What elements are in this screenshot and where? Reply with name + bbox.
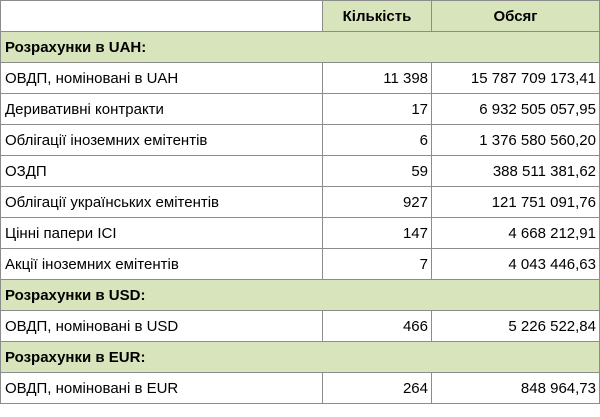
- volume-cell: 848 964,73: [431, 372, 600, 404]
- instrument-name-cell: ОВДП, номіновані в EUR: [0, 372, 323, 404]
- volume-cell: 15 787 709 173,41: [431, 62, 600, 94]
- volume-cell: 4 668 212,91: [431, 217, 600, 249]
- table-row: ОЗДП 59 388 511 381,62: [0, 155, 600, 187]
- count-cell: 11 398: [322, 62, 432, 94]
- instrument-name-cell: Деривативні контракти: [0, 93, 323, 125]
- settlements-table: Кількість Обсяг Розрахунки в UAH: ОВДП, н…: [0, 0, 600, 404]
- count-cell: 147: [322, 217, 432, 249]
- instrument-name-cell: ОВДП, номіновані в UAH: [0, 62, 323, 94]
- volume-cell: 1 376 580 560,20: [431, 124, 600, 156]
- instrument-name-cell: ОЗДП: [0, 155, 323, 187]
- section-header-row: Розрахунки в UAH:: [0, 31, 600, 63]
- table-row: Акції іноземних емітентів 7 4 043 446,63: [0, 248, 600, 280]
- section-header-row: Розрахунки в USD:: [0, 279, 600, 311]
- header-row: Кількість Обсяг: [0, 0, 600, 32]
- table-row: ОВДП, номіновані в USD 466 5 226 522,84: [0, 310, 600, 342]
- section-header-row: Розрахунки в EUR:: [0, 341, 600, 373]
- volume-cell: 5 226 522,84: [431, 310, 600, 342]
- table-row: Деривативні контракти 17 6 932 505 057,95: [0, 93, 600, 125]
- section-title: Розрахунки в UAH:: [0, 31, 600, 63]
- count-cell: 59: [322, 155, 432, 187]
- instrument-name-cell: Облігації українських емітентів: [0, 186, 323, 218]
- count-cell: 264: [322, 372, 432, 404]
- instrument-name-cell: Цінні папери ІСІ: [0, 217, 323, 249]
- header-name-cell: [0, 0, 323, 32]
- instrument-name-cell: ОВДП, номіновані в USD: [0, 310, 323, 342]
- instrument-name-cell: Облігації іноземних емітентів: [0, 124, 323, 156]
- header-volume-cell: Обсяг: [431, 0, 600, 32]
- count-cell: 17: [322, 93, 432, 125]
- table-row: Облігації українських емітентів 927 121 75…: [0, 186, 600, 218]
- table-row: Цінні папери ІСІ 147 4 668 212,91: [0, 217, 600, 249]
- table-row: Облігації іноземних емітентів 6 1 376 580 …: [0, 124, 600, 156]
- volume-cell: 6 932 505 057,95: [431, 93, 600, 125]
- volume-cell: 388 511 381,62: [431, 155, 600, 187]
- count-cell: 927: [322, 186, 432, 218]
- volume-cell: 4 043 446,63: [431, 248, 600, 280]
- count-cell: 6: [322, 124, 432, 156]
- table-row: ОВДП, номіновані в EUR 264 848 964,73: [0, 372, 600, 404]
- instrument-name-cell: Акції іноземних емітентів: [0, 248, 323, 280]
- table-row: ОВДП, номіновані в UAH 11 398 15 787 709 1…: [0, 62, 600, 94]
- section-title: Розрахунки в EUR:: [0, 341, 600, 373]
- section-title: Розрахунки в USD:: [0, 279, 600, 311]
- volume-cell: 121 751 091,76: [431, 186, 600, 218]
- count-cell: 466: [322, 310, 432, 342]
- count-cell: 7: [322, 248, 432, 280]
- table-body: Розрахунки в UAH: ОВДП, номіновані в UAH 1…: [0, 31, 600, 404]
- header-count-cell: Кількість: [322, 0, 432, 32]
